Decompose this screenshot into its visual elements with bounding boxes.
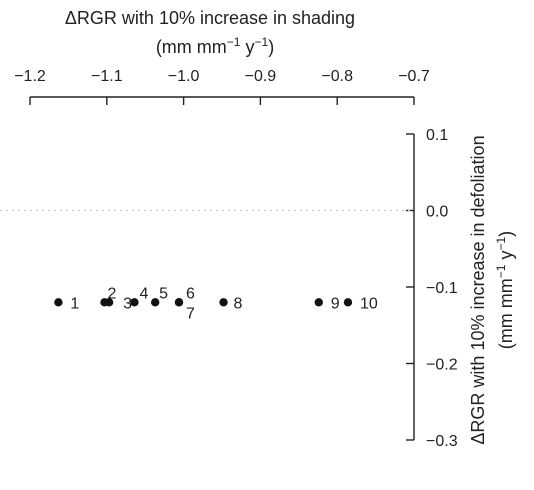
y-axis-label-part: ): [496, 231, 516, 237]
data-point-label: 2: [107, 285, 116, 302]
data-point-label: 4: [139, 285, 148, 302]
data-point: [219, 298, 228, 307]
y-axis-label-part: −1: [494, 264, 508, 278]
y-tick-label: −0.3: [426, 433, 458, 450]
x-axis-label-part: y: [240, 37, 254, 57]
y-tick-label: −0.2: [426, 357, 458, 374]
y-axis-label-part: y: [496, 251, 516, 265]
data-point-label: 8: [234, 295, 243, 312]
data-point: [314, 298, 323, 307]
y-axis-label-line2: (mm mm−1 y−1): [494, 231, 516, 349]
data-point-label: 5: [159, 285, 168, 302]
data-point: [104, 298, 114, 307]
y-axis-label-part: (mm mm: [496, 278, 516, 349]
points-group: 1 234 5 6 7 8 9 10: [54, 285, 378, 322]
y-tick-label: 0.0: [426, 204, 448, 221]
x-axis-label-part: −1: [227, 35, 241, 49]
x-axis-label-line1: ΔRGR with 10% increase in shading: [65, 8, 355, 28]
y-axis: 0.1 0.0 −0.1 −0.2 −0.3: [406, 127, 458, 450]
x-tick-label: −0.9: [245, 68, 277, 85]
data-point-label: 9: [331, 295, 340, 312]
data-point: [174, 298, 184, 307]
data-point: [54, 298, 63, 307]
y-axis-label-part: −1: [494, 236, 508, 250]
x-axis: −1.2 −1.1 −1.0 −0.9 −0.8 −0.7: [14, 68, 430, 105]
x-axis-label-part: −1: [255, 35, 269, 49]
x-axis-label-part: (mm mm: [156, 37, 227, 57]
y-axis-label: ΔRGR with 10% increase in defoliation (mm…: [468, 135, 516, 444]
data-point-label: 6: [186, 285, 195, 302]
data-point: [150, 298, 160, 307]
x-tick-label: −1.2: [14, 68, 46, 85]
y-tick-label: 0.1: [426, 127, 448, 144]
x-tick-label: −1.1: [91, 68, 123, 85]
x-axis-label-line2: (mm mm−1 y−1): [156, 35, 274, 57]
y-tick-label: −0.1: [426, 280, 458, 297]
data-point: [130, 298, 139, 307]
data-point-label: 3: [123, 295, 132, 312]
x-tick-label: −1.0: [168, 68, 200, 85]
data-point: [343, 298, 353, 307]
x-axis-label-part: ): [268, 37, 274, 57]
data-point-label: 1: [70, 295, 79, 312]
x-tick-label: −0.8: [321, 68, 353, 85]
y-axis-label-line1: ΔRGR with 10% increase in defoliation: [468, 135, 488, 444]
data-point-label: 10: [360, 295, 378, 312]
data-point-label: 7: [186, 305, 195, 322]
axis-labels: ΔRGR with 10% increase in shading(mm mm−…: [65, 8, 516, 445]
x-tick-label: −0.7: [398, 68, 430, 85]
